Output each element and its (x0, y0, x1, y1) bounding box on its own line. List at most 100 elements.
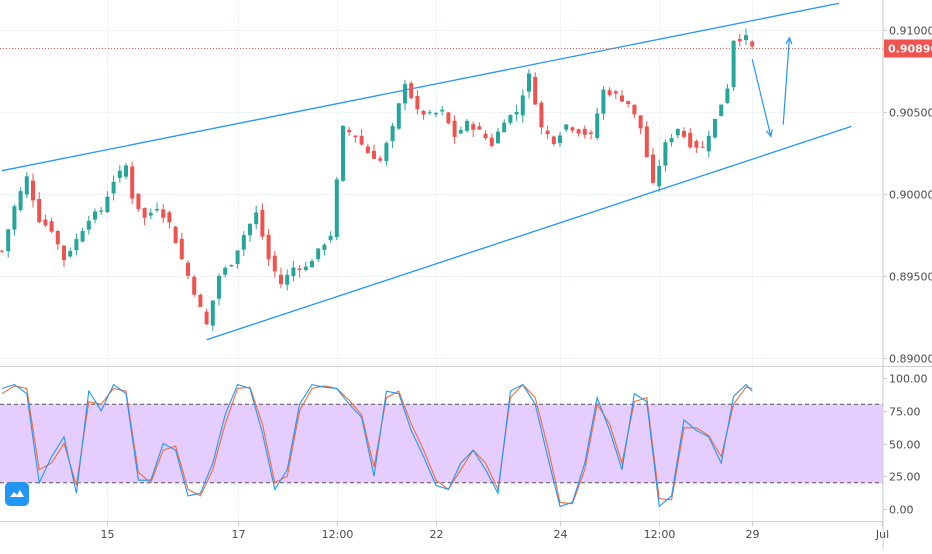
candle-body (539, 103, 543, 128)
candle-body (347, 130, 351, 132)
candle-body (608, 90, 612, 95)
candle-body (81, 231, 85, 242)
candle-body (496, 132, 500, 144)
stoch-tick-label: 75.00 (889, 406, 921, 419)
candle-body (732, 41, 736, 87)
candle-body (583, 129, 587, 135)
stoch-band-layer (0, 404, 883, 483)
candle-body (620, 96, 624, 102)
candle-body (0, 251, 4, 252)
candle-body (62, 246, 66, 261)
candle-body (614, 91, 618, 93)
candle-body (391, 126, 395, 141)
candle-body (366, 146, 370, 153)
price-tick-label: 0.89000 (889, 353, 932, 366)
candle-body (378, 158, 382, 160)
candle-body (738, 39, 742, 41)
candle-body (180, 239, 184, 259)
candle-body (118, 171, 122, 178)
candle-body (254, 212, 258, 224)
candle-body (521, 95, 525, 115)
candle-body (174, 227, 178, 244)
candle-body (676, 129, 680, 135)
candle-body (217, 276, 221, 299)
candle-body (124, 165, 128, 176)
candle-body (99, 210, 103, 211)
candle-body (663, 142, 667, 165)
candle-body (694, 141, 698, 147)
candle-body (626, 101, 630, 104)
candle-body (639, 115, 643, 128)
time-tick-label: 12:00 (644, 528, 676, 541)
candle-body (707, 136, 711, 151)
tradingview-logo-icon[interactable] (5, 482, 29, 506)
candle-body (291, 268, 295, 277)
candle-body (515, 112, 519, 114)
candle-body (229, 265, 233, 266)
candle-body (453, 121, 457, 137)
candle-body (68, 251, 72, 257)
candle-body (353, 136, 357, 138)
candle-body (415, 96, 419, 109)
stoch-tick-label: 25.00 (889, 471, 921, 484)
candle-body (304, 267, 308, 270)
candle-body (527, 73, 531, 91)
candle-body (74, 239, 78, 250)
candle-body (440, 110, 444, 112)
candle-body (50, 221, 54, 231)
candle-body (403, 84, 407, 103)
candle-body (725, 89, 729, 103)
candle-body (223, 268, 227, 275)
candle-body (713, 119, 717, 137)
candle-body (601, 90, 605, 114)
time-tick-label: 22 (430, 528, 444, 541)
candle-body (236, 250, 240, 264)
candle-body (25, 176, 29, 194)
candle-body (546, 131, 550, 134)
candle-body (670, 138, 674, 142)
candle-body (112, 182, 116, 193)
candle-body (484, 134, 488, 138)
candle-body (490, 138, 494, 146)
time-tick-label: 15 (101, 528, 115, 541)
candle-body (750, 41, 754, 46)
candle-body (688, 133, 692, 148)
candle-body (316, 248, 320, 259)
candle-body (657, 166, 661, 186)
candle-body (577, 129, 581, 133)
candle-body (310, 261, 314, 267)
candle-body (192, 277, 196, 295)
candle-body (465, 121, 469, 131)
candle-body (143, 208, 147, 218)
candle-body (260, 210, 264, 237)
candle-body (267, 235, 271, 259)
current-price-label: 0.90890 (888, 43, 932, 56)
stoch-tick-label: 50.00 (889, 439, 921, 452)
stoch-tick-label: 0.00 (889, 504, 914, 517)
candle-body (533, 77, 537, 105)
candle-body (136, 194, 140, 209)
candle-body (285, 275, 289, 285)
candle-body (471, 124, 475, 130)
candle-body (105, 197, 109, 212)
candle-body (37, 199, 41, 222)
candle-body (719, 105, 723, 117)
candle-body (552, 136, 556, 143)
candle-body (341, 126, 345, 181)
candle-body (211, 300, 215, 325)
candle-body (564, 125, 568, 130)
candle-body (372, 151, 376, 159)
candle-body (595, 113, 599, 138)
candle-body (130, 167, 134, 199)
candle-body (477, 126, 481, 129)
candle-body (186, 263, 190, 276)
candle-body (446, 112, 450, 123)
candle-body (56, 231, 60, 244)
candle-body (384, 143, 388, 161)
price-tick-label: 0.91000 (889, 25, 932, 38)
candle-body (242, 235, 246, 250)
candle-body (273, 256, 277, 272)
candle-body (155, 209, 159, 210)
candle-body (205, 312, 209, 325)
